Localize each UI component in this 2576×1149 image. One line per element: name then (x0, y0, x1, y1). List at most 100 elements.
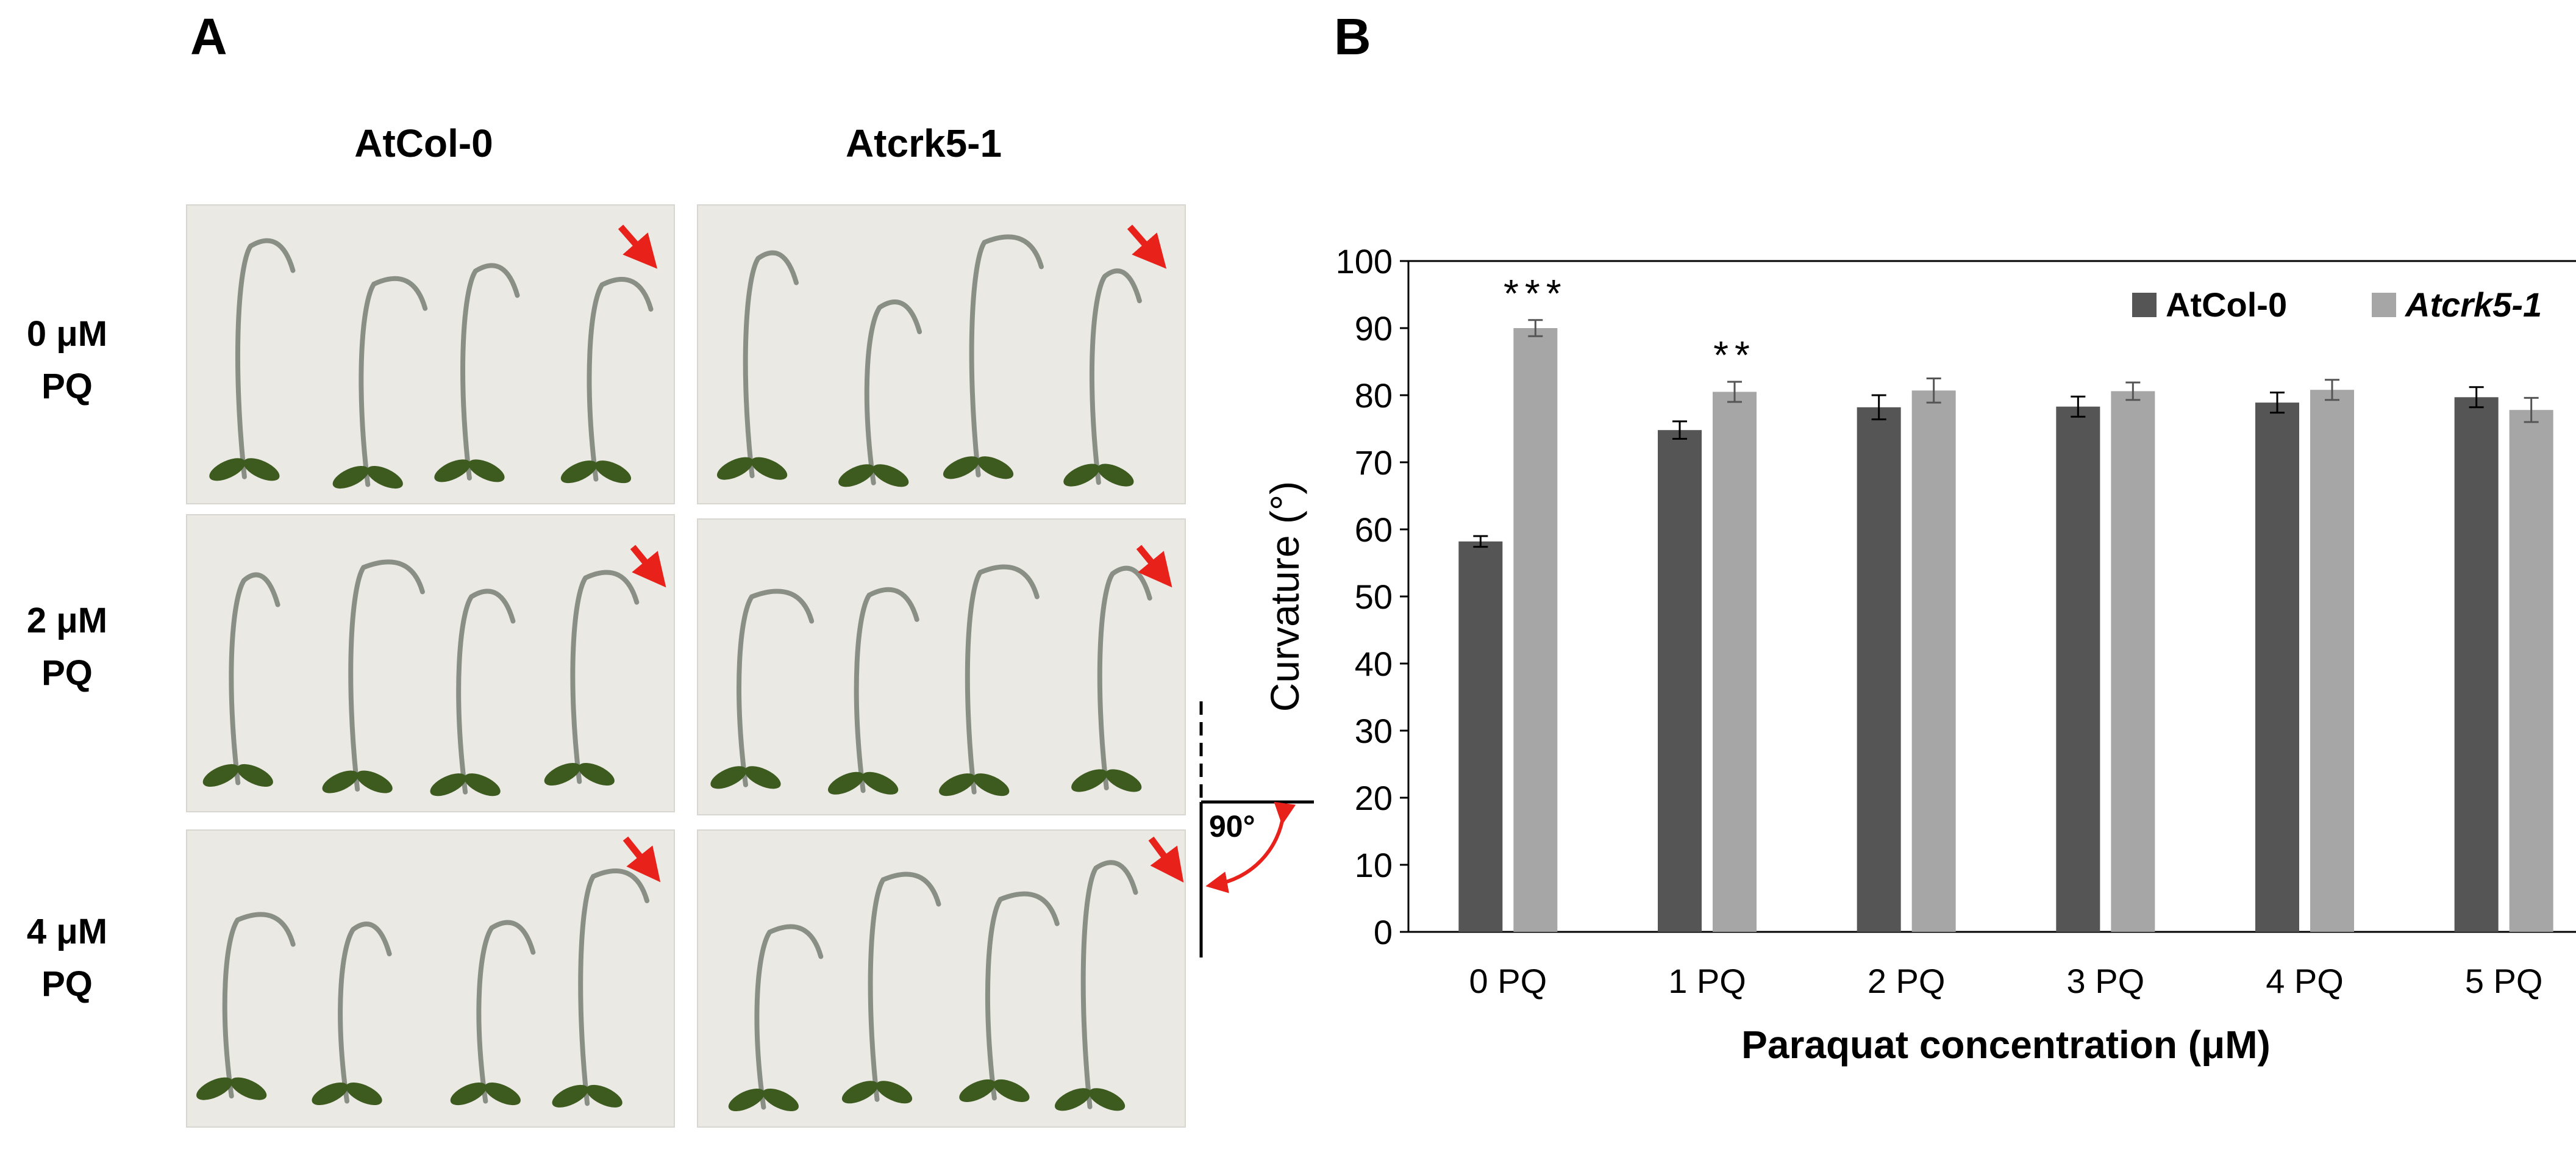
seedling-stem (229, 572, 280, 786)
seedling-stem (1097, 565, 1152, 790)
bar (1713, 392, 1757, 932)
bar (1513, 328, 1558, 932)
seedling-cotyledon (872, 464, 909, 487)
bar (2111, 391, 2155, 932)
y-axis-label: Curvature (°) (1262, 481, 1307, 712)
row-label-2um-line1: 2 μM (26, 601, 108, 640)
y-tick-label: 50 (1355, 578, 1393, 616)
seedling-photo-crk5-0um (697, 204, 1186, 504)
seedling-stem (1089, 268, 1142, 485)
y-tick-label: 0 (1374, 913, 1393, 951)
seedling-photo-col0-2um (186, 514, 675, 812)
seedling-photo-col0-4um (186, 829, 675, 1128)
seedling-cotyledon (196, 1077, 233, 1100)
seedling-stem (587, 277, 654, 482)
seedling-cotyledon (710, 766, 747, 789)
seedling-stem (348, 559, 425, 792)
y-tick-label: 30 (1355, 712, 1393, 750)
red-arrow-icon (1148, 836, 1184, 883)
panel-b-letter: B (1334, 8, 1371, 65)
significance-marker: ** (1713, 333, 1756, 377)
x-tick-label: 2 PQ (1868, 962, 1946, 1000)
seedling-cotyledon (202, 764, 239, 787)
seedling-stem (985, 891, 1060, 1101)
seedling-cotyledon (993, 1079, 1030, 1103)
seedling-cotyledon (1054, 1088, 1091, 1111)
bar (1857, 407, 1901, 932)
seedling-stem (743, 250, 799, 479)
row-label-4um-line1: 4 μM (26, 912, 108, 951)
row-label-4um: 4 μM PQ (6, 906, 128, 1011)
legend: AtCol-0 Atcrk5-1 (2132, 285, 2542, 324)
row-label-4um-line2: PQ (41, 964, 93, 1004)
seedling-stem (570, 570, 640, 784)
y-tick-label: 10 (1355, 846, 1393, 884)
seedling-stem (965, 564, 1040, 795)
seedling-cotyledon (434, 459, 471, 482)
seedling-cotyledon (1088, 1088, 1126, 1111)
seedling-cotyledon (484, 1082, 521, 1106)
seedling-cotyledon (959, 1079, 996, 1103)
x-tick-label: 1 PQ (1668, 962, 1746, 1000)
bar (2056, 406, 2100, 932)
seedling-cotyledon (841, 1081, 879, 1104)
plot-frame (1407, 260, 2576, 933)
seedling-cotyledon (1071, 769, 1108, 792)
seedling-cotyledon (544, 762, 580, 786)
seedling-cotyledon (939, 773, 976, 796)
bar (2509, 410, 2553, 932)
x-tick-label: 3 PQ (2067, 962, 2145, 1000)
angle-diagram: 90° (1199, 701, 1314, 958)
y-tick-label: 20 (1355, 779, 1393, 817)
seedling-cotyledon (876, 1081, 913, 1104)
y-tick-label: 40 (1355, 645, 1393, 683)
seedling-cotyledon (552, 1084, 588, 1108)
seedling-cotyledon (977, 456, 1014, 479)
seedling-stem (737, 589, 815, 787)
panel-a-letter: A (190, 8, 227, 65)
seedling-stem (864, 299, 922, 485)
seedling-photo-col0-0um (186, 204, 675, 504)
seedling-cotyledon (578, 762, 615, 786)
legend-swatch-crk5 (2372, 293, 2396, 317)
y-tick-label: 90 (1355, 309, 1393, 348)
x-tick-label: 0 PQ (1469, 962, 1547, 1000)
y-tick-label: 70 (1355, 443, 1393, 482)
y-tick-label: 60 (1355, 510, 1393, 549)
seedling-stem (456, 589, 516, 795)
seedling-cotyledon (716, 457, 754, 480)
x-axis-label: Paraquat concentration (μM) (1741, 1023, 2271, 1067)
seedling-cotyledon (468, 459, 505, 482)
seedling-photo-crk5-2um (697, 518, 1186, 815)
seedling-stem (338, 922, 392, 1104)
seedling-cotyledon (430, 773, 466, 796)
row-label-2um: 2 μM PQ (6, 595, 128, 700)
seedling-stem (969, 234, 1044, 478)
seedling-cotyledon (1105, 769, 1142, 792)
seedling-cotyledon (1097, 464, 1134, 487)
seedling-cotyledon (862, 771, 899, 795)
seedling-cotyledon (762, 1088, 799, 1112)
seedling-cotyledon (943, 456, 980, 479)
seedling-cotyledon (366, 465, 403, 489)
seedling-cotyledon (346, 1082, 382, 1106)
column-header-crk5: Atcrk5-1 (710, 121, 1137, 166)
seedling-stem (1080, 860, 1138, 1109)
seedling-cotyledon (356, 770, 393, 793)
seedling-cotyledon (973, 773, 1010, 796)
bar (1458, 541, 1503, 932)
significance-marker: *** (1504, 271, 1568, 315)
seedling-stem (754, 924, 824, 1110)
legend-swatch-col0 (2132, 293, 2157, 317)
legend-label-col0: AtCol-0 (2166, 285, 2287, 324)
y-tick-label: 100 (1336, 242, 1393, 281)
row-label-2um-line2: PQ (41, 653, 93, 693)
seedling-stem (359, 276, 428, 487)
bar (1658, 430, 1702, 932)
seedling-stem (235, 238, 296, 479)
bar (2255, 403, 2299, 932)
seedling-cotyledon (243, 458, 280, 481)
seedling-photo-crk5-4um (697, 829, 1186, 1128)
seedling-cotyledon (586, 1084, 623, 1108)
